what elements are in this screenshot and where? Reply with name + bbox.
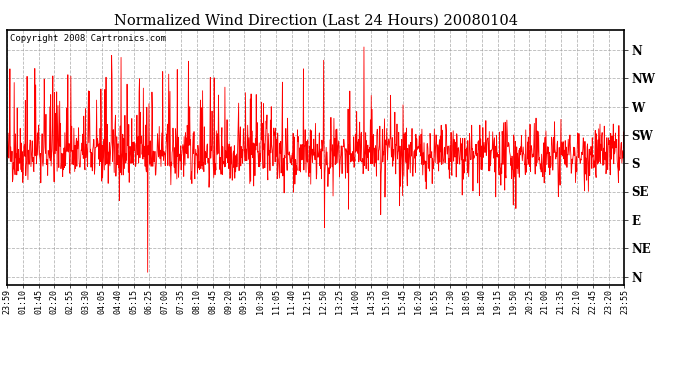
Text: Copyright 2008 Cartronics.com: Copyright 2008 Cartronics.com <box>10 34 166 43</box>
Title: Normalized Wind Direction (Last 24 Hours) 20080104: Normalized Wind Direction (Last 24 Hours… <box>114 13 518 27</box>
